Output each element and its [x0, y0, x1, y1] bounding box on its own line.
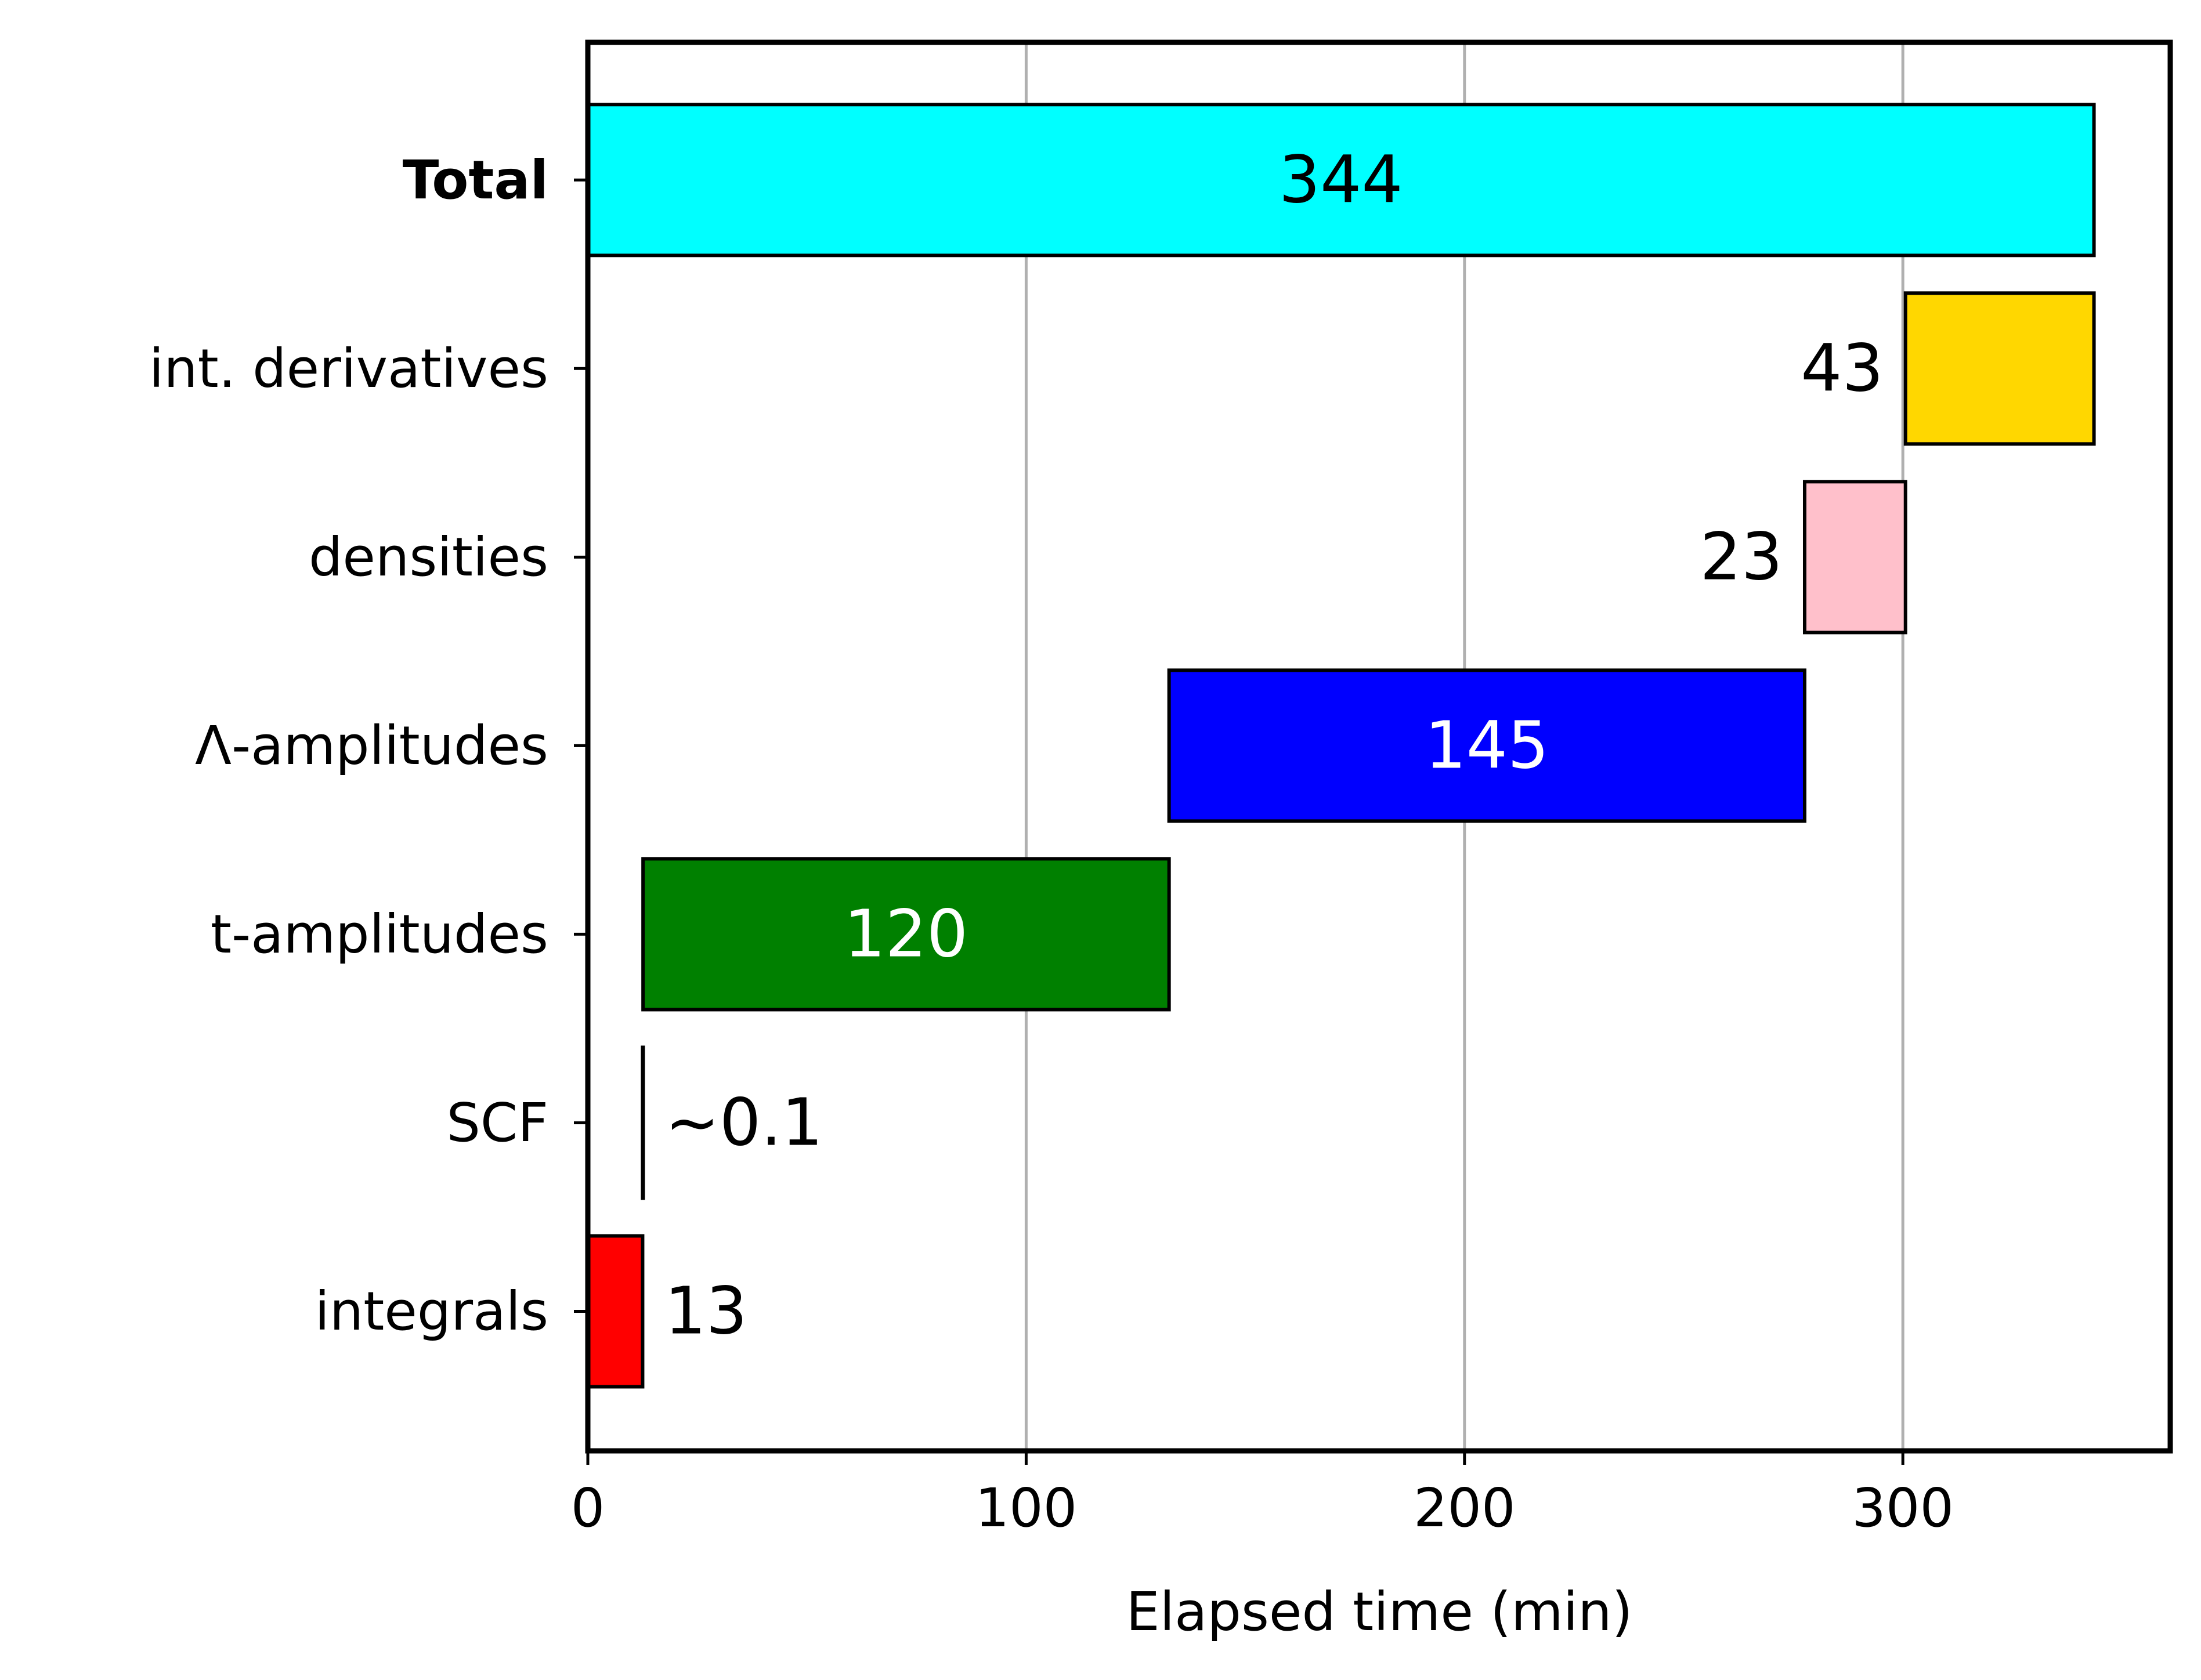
data-label-lambda-amplitudes: 145 — [1425, 708, 1549, 783]
bar-total — [586, 103, 2096, 258]
data-label-t-amplitudes: 120 — [844, 896, 968, 972]
bar-int-derivatives — [1903, 291, 2096, 446]
y-tick-label-scf: SCF — [446, 1092, 548, 1154]
data-label-densities: 23 — [1700, 519, 1783, 595]
x-axis-title: Elapsed time (min) — [1126, 1581, 1632, 1643]
y-tick-label-total: Total — [403, 149, 548, 211]
y-tick-label-int-derivatives: int. derivatives — [149, 338, 548, 400]
data-label-integrals: 13 — [664, 1273, 747, 1349]
bars-layer — [586, 103, 2096, 1389]
data-label-scf: ~0.1 — [665, 1085, 823, 1160]
data-label-int-derivatives: 43 — [1801, 331, 1884, 406]
x-tick-label-100: 100 — [975, 1477, 1078, 1539]
bar-t-amplitudes — [641, 857, 1171, 1012]
y-tick-label-densities: densities — [309, 526, 548, 588]
x-tick-label-300: 300 — [1852, 1477, 1954, 1539]
y-tick-label-lambda-amplitudes: Λ-amplitudes — [195, 715, 548, 777]
y-tick-label-integrals: integrals — [315, 1280, 548, 1342]
labels-layer: 0 100 200 300 integrals SCF t-amplitudes Λ-ampl… — [149, 142, 1954, 1539]
bar-densities — [1802, 480, 1907, 635]
data-label-total: 344 — [1279, 142, 1403, 218]
x-tick-label-200: 200 — [1414, 1477, 1516, 1539]
ticks-layer — [574, 178, 1904, 1465]
y-tick-label-t-amplitudes: t-amplitudes — [211, 903, 548, 965]
x-tick-label-0: 0 — [571, 1477, 605, 1539]
bar-integrals — [586, 1234, 645, 1389]
bar-lambda-amplitudes — [1167, 668, 1806, 823]
bar-scf — [641, 1045, 645, 1200]
